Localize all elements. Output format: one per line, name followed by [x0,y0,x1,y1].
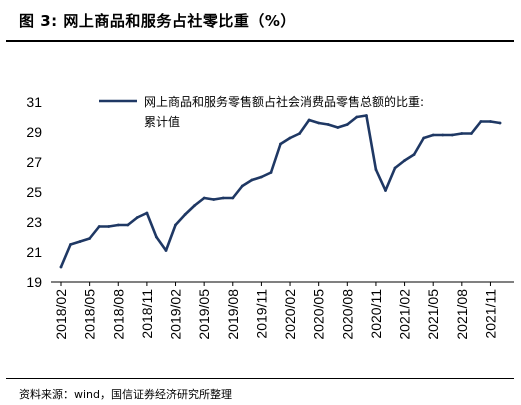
data-point [489,120,492,123]
data-point [336,126,340,129]
figure-title: 图 3: 网上商品和服务占社零比重（%） [19,12,296,30]
data-point [116,223,120,227]
data-point [470,132,473,135]
data-point [307,118,311,122]
x-tick-label: 2021/02 [397,289,413,340]
x-tick-label: 2019/08 [225,289,241,340]
plot-area [59,114,502,269]
data-point [288,136,292,140]
data-point [183,213,187,216]
chart-legend: 网上商品和服务零售额占社会消费品零售总额的比重:累计值 [99,94,424,129]
data-point [126,223,130,227]
x-tick-label: 2018/02 [53,289,69,340]
data-point [355,115,359,119]
data-point [174,223,177,227]
data-point [384,189,387,192]
data-point [240,184,244,188]
data-point [317,121,321,125]
data-point [260,175,263,179]
x-tick-label: 2018/05 [82,289,98,340]
y-tick-label: 19 [26,274,42,290]
data-point [479,120,483,123]
x-tick-label: 2021/11 [482,289,498,339]
data-point [250,178,254,182]
data-point [498,121,502,125]
x-axis-ticks: 2018/02 2018/05 2018/08 2018/11 2019/02 2019/… [53,282,498,340]
data-point [431,133,435,137]
data-point [221,196,225,200]
data-point [269,171,273,174]
data-point [403,159,406,162]
x-tick-label: 2020/05 [311,289,327,340]
data-point [97,225,101,228]
data-point [78,240,82,243]
data-point [298,132,301,135]
x-tick-label: 2019/11 [253,289,269,339]
data-point [441,133,445,137]
data-point [164,249,168,252]
data-point [460,132,464,135]
data-point [212,198,216,201]
x-tick-label: 2020/02 [282,289,298,340]
source-divider [6,378,514,379]
title-divider [6,40,514,42]
figure-title-bar: 图 3: 网上商品和服务占社零比重（%） [0,0,521,44]
data-point [59,265,63,269]
data-point [88,237,91,240]
x-tick-label: 2018/11 [139,289,155,339]
data-point [193,204,197,207]
data-point [145,211,149,215]
y-tick-label: 23 [26,214,42,230]
x-tick-label: 2020/08 [339,289,355,340]
data-point [326,123,330,126]
data-point [412,153,416,156]
data-point [155,235,158,239]
x-tick-label: 2018/08 [110,289,126,340]
data-point [231,196,235,200]
data-point [450,133,454,137]
data-point [202,196,206,200]
series-line [59,114,502,269]
y-tick-label: 27 [26,154,42,170]
data-point [107,225,111,228]
data-point [393,166,397,170]
x-tick-label: 2021/08 [454,289,470,340]
x-tick-label: 2020/11 [368,289,384,339]
data-point [365,114,368,117]
legend-label: 网上商品和服务零售额占社会消费品零售总额的比重:累计值 [144,94,424,129]
x-tick-label: 2019/02 [168,289,184,340]
y-tick-label: 21 [26,244,42,260]
data-point [135,216,139,219]
y-tick-label: 29 [26,124,42,140]
data-point [374,168,378,171]
x-tick-label: 2021/05 [425,289,441,340]
data-point [279,142,282,146]
y-tick-label: 31 [26,94,42,110]
data-point [345,123,349,126]
data-point [422,136,426,140]
source-note: 资料来源：wind，国信证券经济研究所整理 [19,388,233,401]
data-point [69,243,72,246]
y-axis-ticks: 19 21 23 25 27 29 31 [26,94,42,290]
x-tick-label: 2019/05 [196,289,212,340]
y-tick-label: 25 [26,184,42,200]
